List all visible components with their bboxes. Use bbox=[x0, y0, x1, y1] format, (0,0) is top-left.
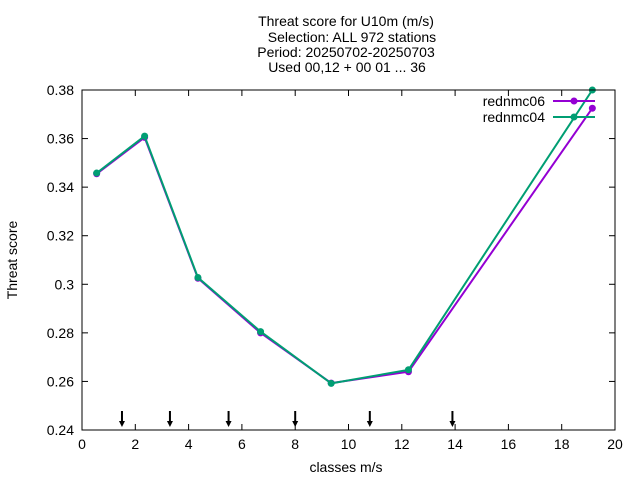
class-boundary-arrow bbox=[166, 411, 173, 427]
x-tick-label: 2 bbox=[131, 436, 139, 452]
y-tick-label: 0.36 bbox=[47, 131, 74, 147]
x-tick-label: 12 bbox=[394, 436, 410, 452]
data-point bbox=[141, 132, 149, 140]
data-point bbox=[257, 328, 265, 336]
data-point bbox=[404, 366, 412, 374]
data-point bbox=[327, 379, 335, 387]
data-point bbox=[93, 169, 101, 177]
legend-entry-rednmc06: rednmc06 bbox=[483, 93, 595, 109]
y-tick-label: 0.24 bbox=[47, 422, 74, 438]
x-tick-label: 14 bbox=[447, 436, 463, 452]
x-tick-label: 10 bbox=[341, 436, 357, 452]
legend-swatch-marker bbox=[570, 97, 578, 105]
y-axis-label: Threat score bbox=[4, 220, 20, 299]
series-rednmc04 bbox=[93, 86, 596, 387]
data-point bbox=[588, 104, 596, 112]
plot-area-frame bbox=[81, 89, 616, 431]
y-tick-label: 0.3 bbox=[55, 276, 75, 292]
class-boundary-markers bbox=[118, 411, 456, 427]
class-boundary-arrow bbox=[366, 411, 373, 427]
x-axis-label: classes m/s bbox=[309, 459, 382, 475]
title-line-2: Selection: ALL 972 stations bbox=[268, 29, 436, 45]
series-line bbox=[96, 89, 594, 385]
x-tick-label: 4 bbox=[185, 436, 193, 452]
y-tick-label: 0.34 bbox=[47, 179, 74, 195]
class-boundary-arrow bbox=[225, 411, 232, 427]
x-tick-label: 6 bbox=[238, 436, 246, 452]
title-line-3: Period: 20250702-20250703 bbox=[257, 44, 435, 60]
chart-title: Threat score for U10m (m/s) Selection: A… bbox=[257, 13, 436, 75]
y-tick-label: 0.32 bbox=[47, 228, 74, 244]
class-boundary-arrow bbox=[118, 411, 125, 427]
axis-ticks: 0 2 4 6 8 10 12 14 16 18 20 0.24 0.26 0.28 0.3 0.32 0.34… bbox=[47, 82, 623, 452]
series-line bbox=[96, 107, 594, 385]
x-tick-label: 18 bbox=[554, 436, 570, 452]
data-point bbox=[194, 273, 202, 281]
title-line-4: Used 00,12 + 00 01 ... 36 bbox=[268, 59, 426, 75]
y-tick-label: 0.38 bbox=[47, 82, 74, 98]
series-lines bbox=[93, 86, 596, 387]
y-tick-label: 0.28 bbox=[47, 325, 74, 341]
x-tick-label: 20 bbox=[607, 436, 623, 452]
x-tick-label: 0 bbox=[78, 436, 86, 452]
legend-label: rednmc06 bbox=[483, 93, 545, 109]
legend-label: rednmc04 bbox=[483, 109, 545, 125]
x-tick-label: 8 bbox=[291, 436, 299, 452]
series-rednmc06 bbox=[93, 104, 596, 387]
title-line-1: Threat score for U10m (m/s) bbox=[258, 13, 434, 29]
x-tick-label: 16 bbox=[501, 436, 517, 452]
legend-entry-rednmc04: rednmc04 bbox=[483, 109, 595, 125]
y-tick-label: 0.26 bbox=[47, 373, 74, 389]
legend-swatch-marker bbox=[570, 113, 578, 121]
class-boundary-arrow bbox=[449, 411, 456, 427]
